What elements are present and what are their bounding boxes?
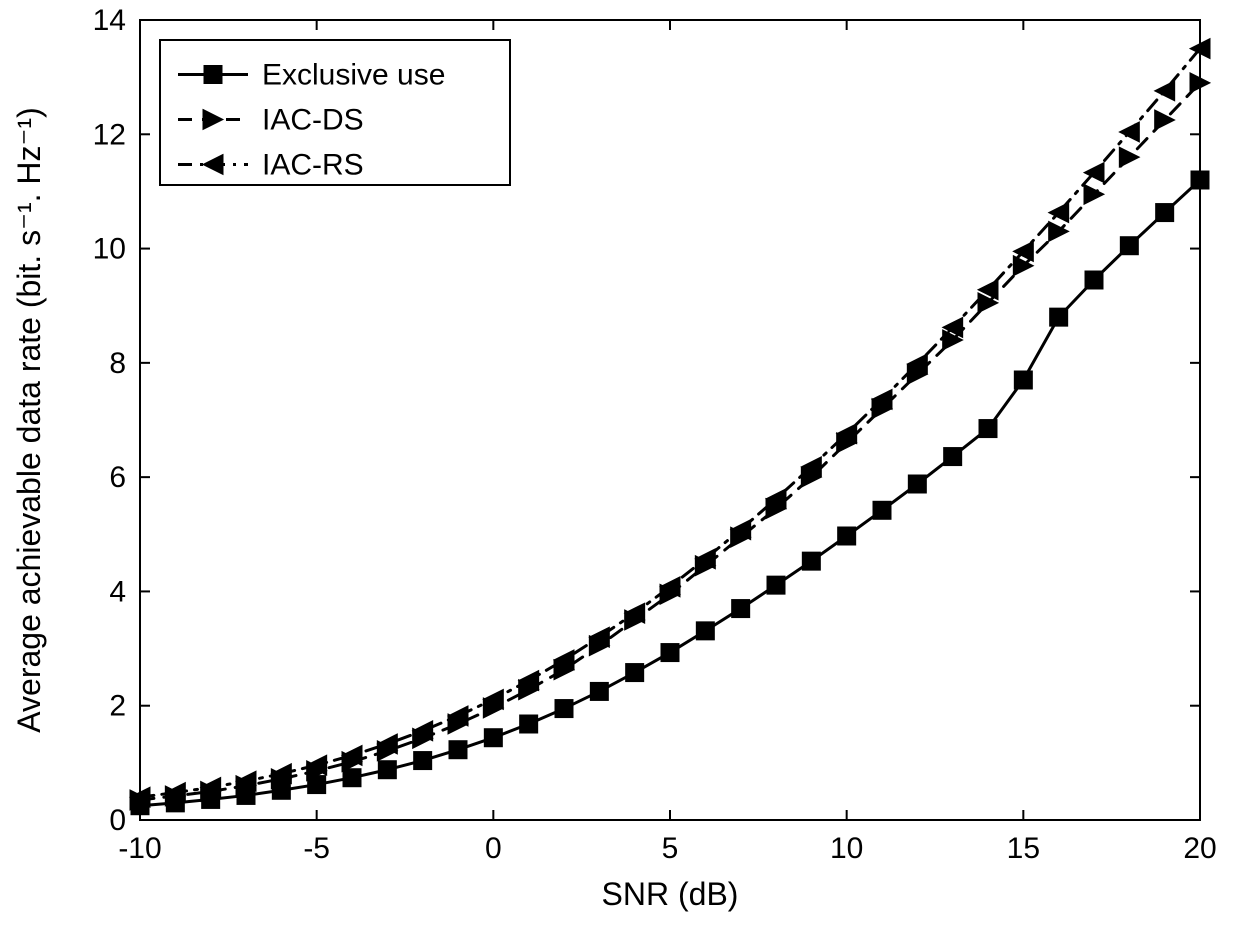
series-line: [140, 180, 1200, 806]
marker-triangle-left: [1155, 81, 1175, 101]
y-tick-label: 0: [109, 804, 126, 837]
marker-square: [1050, 308, 1068, 326]
x-axis-label: SNR (dB): [602, 876, 739, 912]
marker-square: [1120, 237, 1138, 255]
y-tick-label: 10: [93, 233, 126, 266]
x-tick-label: 5: [662, 832, 679, 865]
chart-svg: -10-50510152002468101214SNR (dB)Average …: [0, 0, 1239, 935]
y-tick-label: 6: [109, 461, 126, 494]
marker-square: [1014, 371, 1032, 389]
legend-label: IAC-DS: [262, 104, 364, 137]
marker-square: [661, 644, 679, 662]
y-tick-label: 2: [109, 690, 126, 723]
marker-square: [908, 475, 926, 493]
marker-square: [590, 682, 608, 700]
marker-square: [979, 420, 997, 438]
marker-square: [520, 715, 538, 733]
y-tick-label: 8: [109, 347, 126, 380]
marker-square: [626, 664, 644, 682]
marker-square: [414, 752, 432, 770]
marker-square: [1085, 271, 1103, 289]
marker-triangle-left: [1119, 122, 1139, 142]
marker-square: [449, 741, 467, 759]
series-line: [140, 83, 1200, 800]
marker-triangle-right: [1049, 221, 1069, 241]
x-tick-label: 10: [830, 832, 863, 865]
marker-square: [696, 622, 714, 640]
marker-square: [555, 700, 573, 718]
marker-square: [838, 527, 856, 545]
x-tick-label: -5: [303, 832, 330, 865]
x-tick-label: 0: [485, 832, 502, 865]
marker-square: [484, 729, 502, 747]
chart-container: -10-50510152002468101214SNR (dB)Average …: [0, 0, 1239, 935]
x-tick-label: 15: [1007, 832, 1040, 865]
x-tick-label: 20: [1183, 832, 1216, 865]
marker-square: [802, 552, 820, 570]
marker-square: [204, 66, 222, 84]
marker-triangle-right: [1084, 184, 1104, 204]
marker-square: [1191, 171, 1209, 189]
legend-label: IAC-RS: [262, 149, 364, 182]
legend: Exclusive use IAC-DS IAC-RS: [160, 40, 510, 185]
marker-square: [378, 761, 396, 779]
marker-square: [873, 501, 891, 519]
marker-square: [767, 576, 785, 594]
marker-triangle-left: [1049, 203, 1069, 223]
marker-triangle-right: [1119, 147, 1139, 167]
legend-label: Exclusive use: [262, 59, 445, 92]
y-tick-label: 12: [93, 118, 126, 151]
marker-square: [944, 448, 962, 466]
marker-square: [343, 769, 361, 787]
y-tick-label: 4: [109, 575, 126, 608]
marker-square: [732, 600, 750, 618]
y-tick-label: 14: [93, 4, 126, 37]
y-axis-label: Average achievable data rate (bit. s⁻¹. …: [11, 107, 47, 732]
marker-square: [1156, 204, 1174, 222]
series-exclusive-use: [131, 171, 1209, 815]
